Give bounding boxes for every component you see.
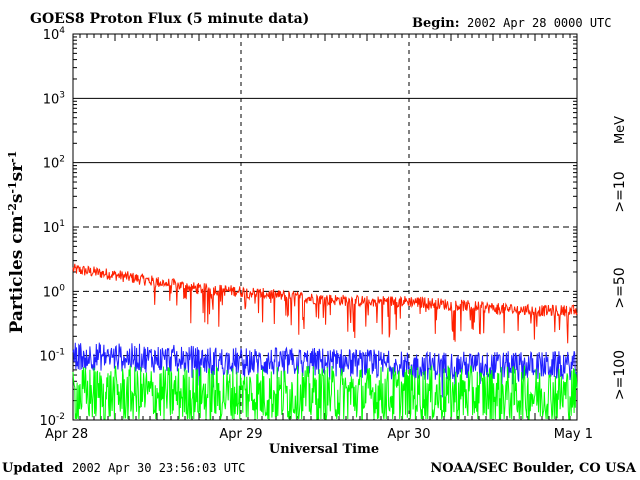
x-tick-label: May 1 xyxy=(554,427,593,442)
y-tick-label: 10-1 xyxy=(39,348,65,365)
legend-series-ge50: >=50 xyxy=(612,267,628,308)
x-tick-label: Apr 30 xyxy=(387,427,430,442)
chart-title: GOES8 Proton Flux (5 minute data) xyxy=(30,11,309,27)
y-tick-label: 104 xyxy=(43,26,66,43)
updated-label: Updated xyxy=(2,461,63,476)
plot-area: 10-2 10-1 100 101 102 103 104 Apr 28 Apr 29 Apr 3… xyxy=(39,26,593,442)
updated-value: 2002 Apr 30 23:56:03 UTC xyxy=(72,461,245,475)
y-tick-label: 101 xyxy=(43,219,65,236)
legend-unit-label: MeV xyxy=(613,116,628,144)
x-axis-label: Universal Time xyxy=(269,442,379,457)
x-tick-label: Apr 29 xyxy=(219,427,262,442)
y-tick-label: 100 xyxy=(43,283,66,300)
y-axis-label: Particles cm-2s-1sr-1 xyxy=(6,151,27,334)
series-line-1 xyxy=(72,342,578,398)
begin-value: 2002 Apr 28 0000 UTC xyxy=(467,16,612,30)
legend-series-ge100: >=100 xyxy=(612,350,628,400)
y-tick-label: 102 xyxy=(43,155,65,172)
series-line-0 xyxy=(72,263,578,344)
y-tick-label: 103 xyxy=(43,90,65,107)
begin-label: Begin: xyxy=(412,16,460,31)
x-tick-label: Apr 28 xyxy=(45,427,88,442)
credit-text: NOAA/SEC Boulder, CO USA xyxy=(430,461,637,476)
series-line-2 xyxy=(72,365,578,420)
legend-series-ge10: >=10 xyxy=(612,171,628,212)
y-tick-label: 10-2 xyxy=(39,412,65,429)
